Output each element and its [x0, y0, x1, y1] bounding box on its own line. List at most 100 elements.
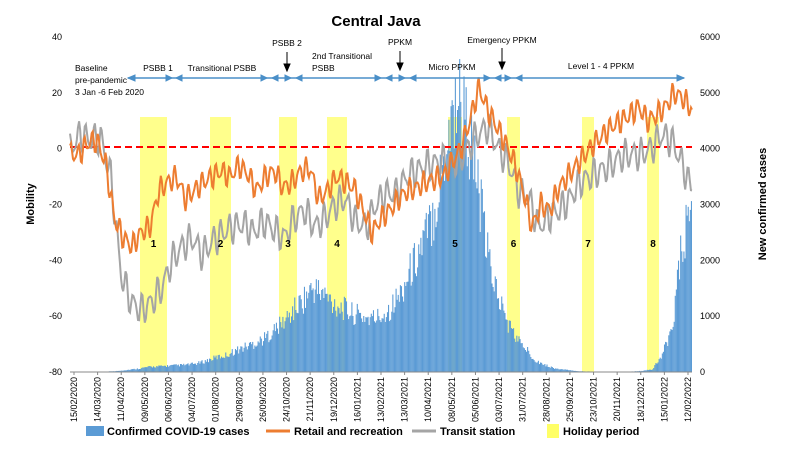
cases-bar [407, 281, 409, 372]
cases-bar [519, 339, 521, 372]
cases-bar [223, 357, 225, 372]
cases-bar [562, 369, 564, 372]
cases-bar [461, 147, 463, 372]
cases-bar [400, 286, 403, 372]
cases-bar [520, 343, 522, 372]
cases-bar [396, 299, 398, 372]
cases-bar [298, 295, 300, 372]
cases-bar [164, 365, 166, 372]
cases-bar [425, 212, 427, 372]
cases-bar [495, 279, 497, 372]
cases-bar [300, 299, 302, 372]
cases-bar [269, 340, 271, 372]
cases-bar [148, 366, 150, 372]
cases-bar [542, 364, 544, 372]
cases-bar [463, 76, 465, 373]
cases-bar [530, 357, 532, 372]
y-axis-left-title: Mobility [25, 182, 37, 224]
cases-bar [307, 298, 309, 372]
cases-bar [437, 207, 439, 372]
cases-bar [475, 182, 477, 372]
cases-bar [444, 180, 446, 372]
cases-bar [135, 369, 137, 372]
cases-bar [150, 366, 152, 372]
cases-bar [554, 368, 556, 372]
cases-bar [574, 370, 576, 372]
cases-bar [515, 341, 517, 372]
cases-bar [384, 321, 386, 372]
cases-bar [436, 221, 438, 372]
cases-bar [366, 317, 368, 372]
cases-bar [671, 330, 673, 372]
cases-bar [423, 231, 425, 372]
cases-bar [155, 367, 157, 372]
cases-bar [658, 359, 660, 372]
y-right-tick-label: 3000 [700, 200, 720, 210]
cases-bar [547, 366, 549, 372]
y-left-tick-label: 40 [52, 32, 62, 42]
cases-bar [363, 316, 365, 372]
holiday-layer [140, 117, 659, 372]
cases-bar [161, 365, 163, 372]
cases-bar [230, 352, 232, 372]
cases-bar [535, 362, 537, 372]
cases-bar [548, 367, 550, 372]
cases-bar [243, 347, 245, 372]
cases-bar [222, 357, 224, 372]
cases-bar [529, 354, 531, 372]
cases-bar [354, 324, 356, 372]
cases-bar [428, 205, 431, 372]
holiday-band-1 [140, 117, 167, 372]
cases-bar [571, 370, 573, 372]
cases-bar [419, 253, 421, 372]
cases-bar [290, 316, 293, 372]
cases-bar [212, 360, 214, 372]
cases-bar [306, 291, 308, 372]
x-tick-label: 11/04/2020 [116, 377, 126, 421]
cases-bar [385, 317, 387, 372]
cases-bar [143, 367, 145, 372]
cases-bar [257, 341, 259, 372]
cases-bar [386, 312, 389, 372]
chart-title: Central Java [331, 13, 421, 30]
cases-bar [238, 353, 240, 372]
cases-bar [137, 369, 139, 372]
cases-bar [189, 363, 191, 372]
cases-bar [639, 370, 641, 372]
cases-bar [533, 360, 535, 372]
cases-bar [312, 288, 314, 372]
x-tick-label: 08/05/2021 [447, 377, 457, 422]
cases-bar [246, 349, 248, 372]
cases-bar [356, 303, 358, 372]
cases-bar [426, 238, 428, 372]
cases-bar [237, 346, 239, 372]
cases-bar [316, 294, 318, 372]
cases-bar [197, 363, 199, 372]
cases-bar [508, 320, 510, 372]
cases-bar [211, 360, 213, 372]
cases-bar [262, 341, 265, 372]
emergency-ppkm-label: Emergency PPKM [467, 35, 536, 45]
cases-bar [279, 316, 281, 372]
x-tick-label: 09/05/2020 [140, 377, 150, 422]
psbb2-label: PSBB 2 [272, 38, 302, 48]
cases-bar [510, 328, 512, 372]
cases-bar [405, 285, 407, 372]
cases-bar [652, 369, 654, 372]
cases-bar [403, 301, 405, 372]
cases-bar [173, 364, 175, 372]
cases-bar [534, 361, 536, 372]
psbb1-label: PSBB 1 [143, 63, 173, 73]
cases-bar [275, 322, 277, 372]
cases-bar [402, 296, 404, 372]
cases-bar [162, 366, 164, 372]
cases-bar [528, 350, 530, 372]
cases-bar [271, 335, 273, 372]
cases-bar [362, 322, 364, 372]
cases-bar [679, 279, 681, 372]
cases-bar [344, 298, 346, 372]
cases-bar [351, 302, 353, 372]
cases-bar [570, 370, 572, 372]
x-tick-label: 26/09/2020 [258, 377, 268, 422]
cases-bar [340, 302, 342, 372]
